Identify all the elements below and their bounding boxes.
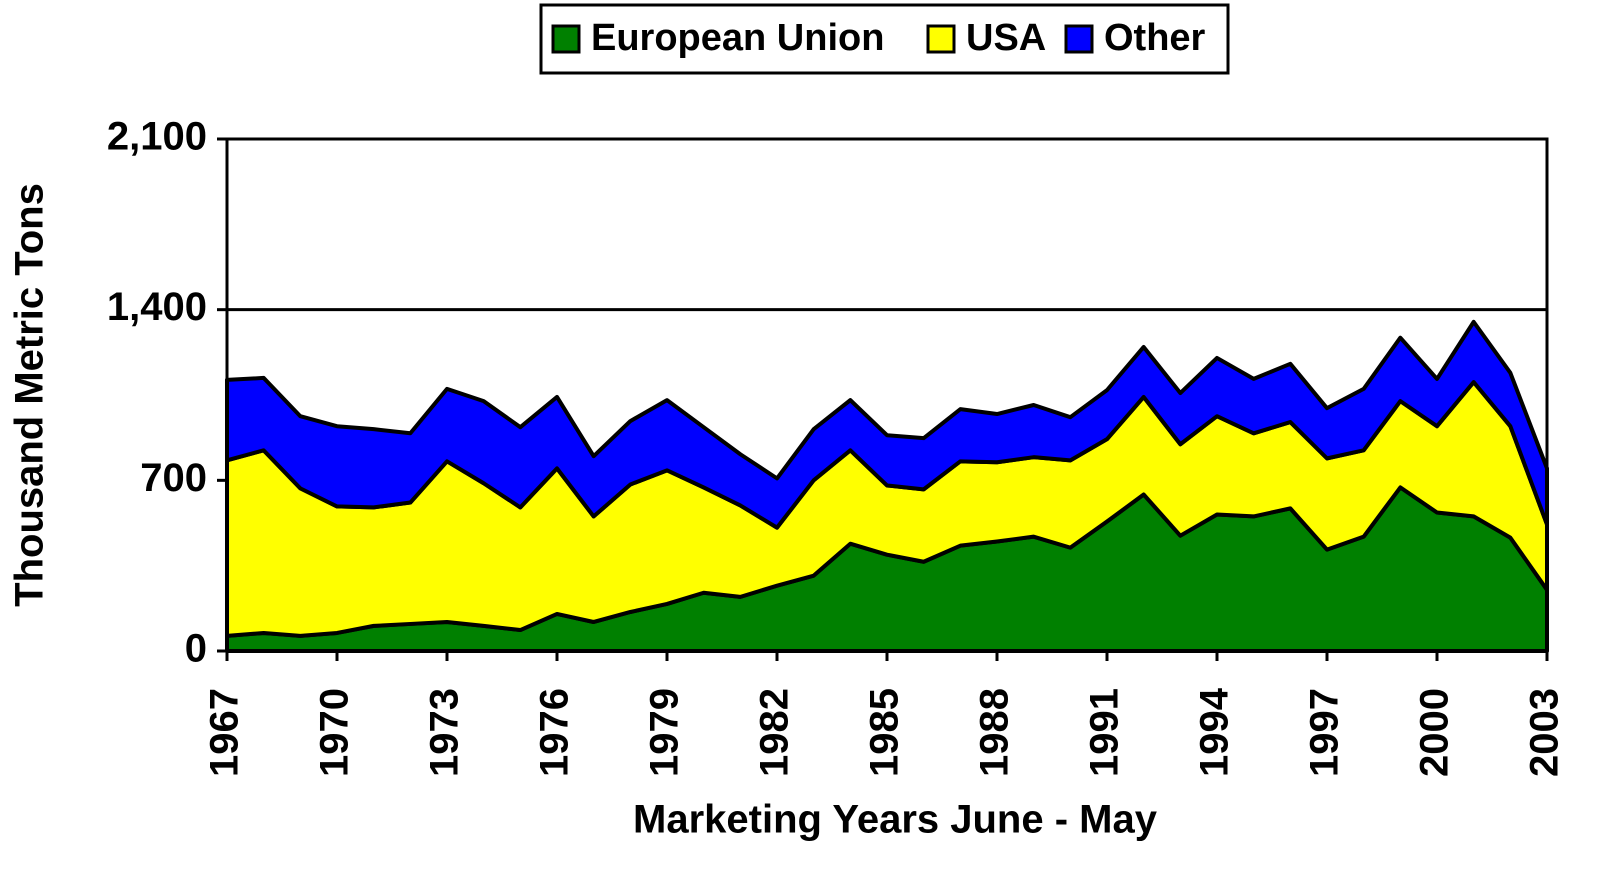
x-tick-label: 1970 — [313, 688, 357, 777]
x-tick-label: 2000 — [1413, 688, 1457, 777]
y-tick-label: 0 — [185, 627, 207, 671]
x-tick-label: 1976 — [533, 688, 577, 777]
y-tick-label: 2,100 — [107, 115, 207, 159]
x-tick-label: 1973 — [423, 688, 467, 777]
x-tick-label: 2003 — [1523, 688, 1567, 777]
x-tick-label: 1967 — [203, 688, 247, 777]
x-tick-label: 1979 — [643, 688, 687, 777]
y-tick-label: 700 — [140, 456, 207, 500]
x-axis-label: Marketing Years June - May — [633, 798, 1158, 842]
legend-swatch — [1064, 24, 1094, 54]
legend-label: European Union — [591, 17, 884, 59]
x-tick-label: 1982 — [753, 688, 797, 777]
y-tick-label: 1,400 — [107, 285, 207, 329]
x-tick-label: 1991 — [1083, 688, 1127, 777]
x-tick-label: 1994 — [1193, 687, 1237, 777]
legend-swatch — [551, 24, 581, 54]
legend-label: USA — [966, 17, 1046, 59]
legend-label: Other — [1104, 17, 1206, 59]
x-tick-label: 1988 — [973, 688, 1017, 777]
legend-box — [539, 3, 1230, 75]
x-tick-label: 1985 — [863, 688, 907, 777]
x-tick-label: 1997 — [1303, 688, 1347, 777]
y-axis-label: Thousand Metric Tons — [8, 183, 52, 607]
legend-swatch — [926, 24, 956, 54]
